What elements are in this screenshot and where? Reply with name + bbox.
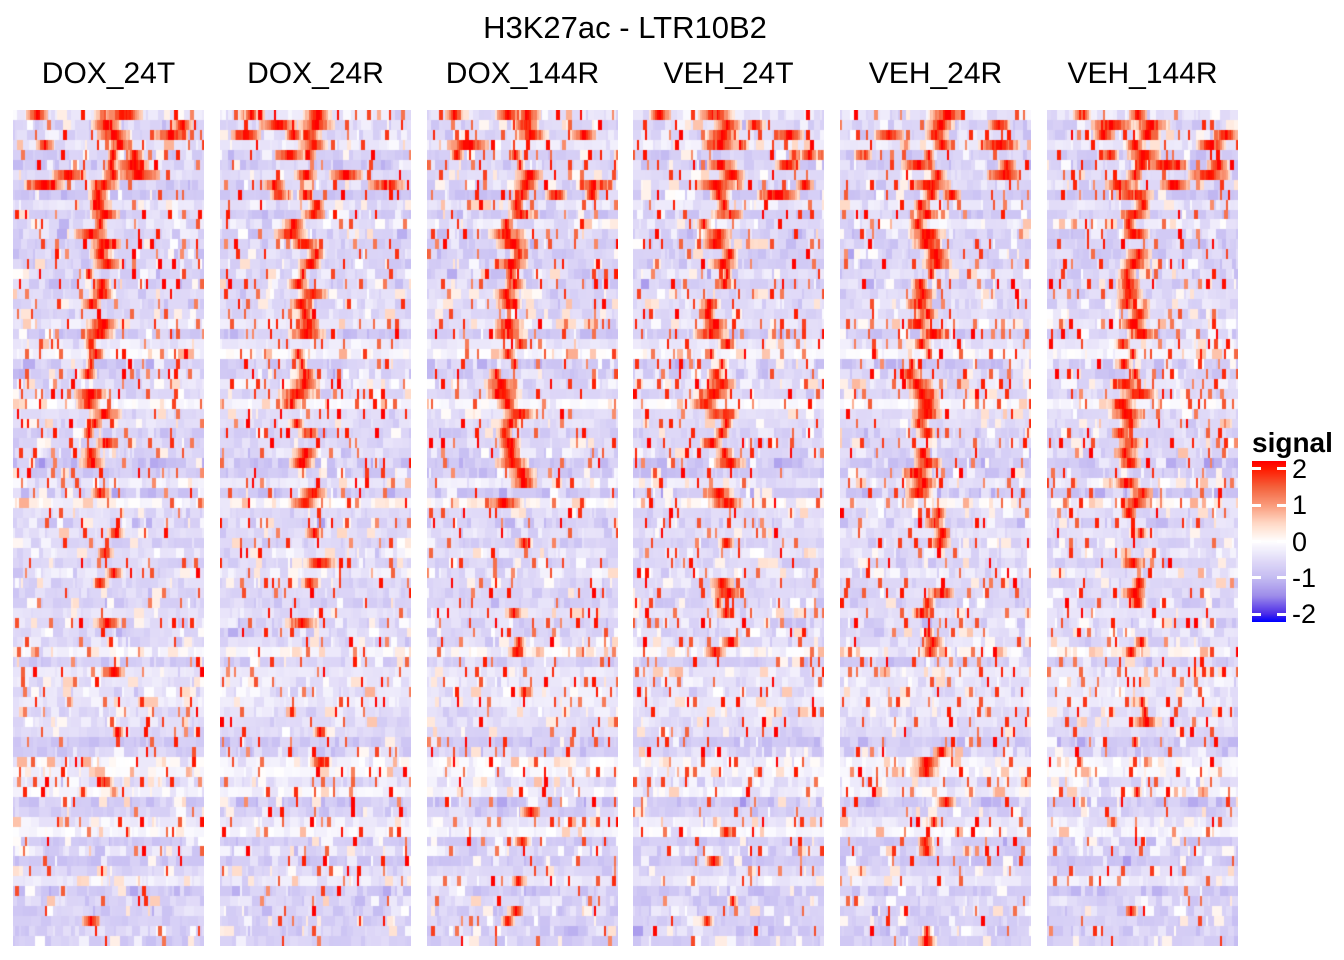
heatmap-panel-dox_24t — [13, 110, 204, 946]
heatmap-panel-veh_24t — [633, 110, 824, 946]
legend-tick-label: 2 — [1292, 454, 1308, 484]
legend-tick-mark — [1252, 613, 1261, 616]
legend-tick-label: -2 — [1292, 599, 1317, 629]
legend-tick-mark — [1277, 540, 1286, 543]
legend-tick-label: -1 — [1292, 563, 1317, 593]
legend-tick-mark — [1252, 467, 1261, 470]
heatmap-panel-dox_144r — [427, 110, 618, 946]
panel-label-veh_144r: VEH_144R — [1067, 57, 1218, 90]
legend-tick-mark — [1277, 504, 1286, 507]
panel-label-veh_24r: VEH_24R — [868, 57, 1003, 90]
legend-tick-mark — [1252, 576, 1261, 579]
legend-tick-mark — [1277, 576, 1286, 579]
chart-title: H3K27ac - LTR10B2 — [483, 10, 767, 45]
legend-title: signal — [1252, 427, 1333, 458]
legend-tick-label: 1 — [1292, 490, 1308, 520]
panel-label-dox_24r: DOX_24R — [247, 57, 384, 90]
legend-tick-mark — [1252, 540, 1261, 543]
legend-tick-mark — [1252, 504, 1261, 507]
heatmap-panel-veh_144r — [1047, 110, 1238, 946]
panel-label-dox_24t: DOX_24T — [41, 57, 176, 90]
panel-label-dox_144r: DOX_144R — [445, 57, 600, 90]
legend-tick-mark — [1277, 613, 1286, 616]
panel-label-veh_24t: VEH_24T — [663, 57, 794, 90]
legend-tick-mark — [1277, 467, 1286, 470]
legend-tick-label: 0 — [1292, 527, 1308, 557]
heatmap-panel-veh_24r — [840, 110, 1031, 946]
heatmap-panel-dox_24r — [220, 110, 411, 946]
